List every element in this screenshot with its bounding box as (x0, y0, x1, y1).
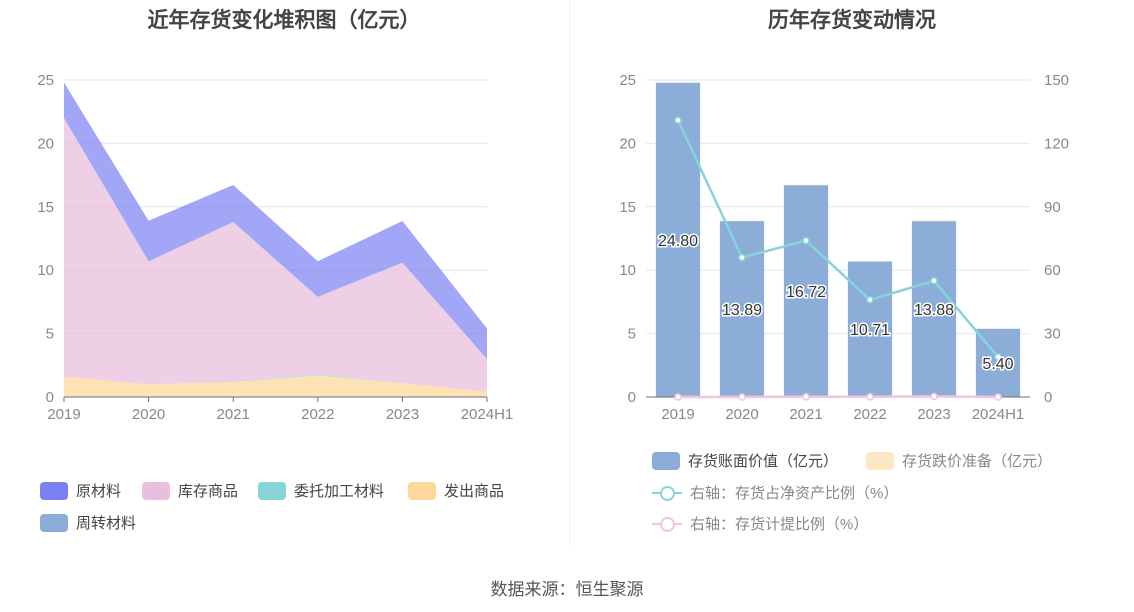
bar-value-label: 24.80 (658, 233, 698, 250)
y-tick-label: 10 (619, 262, 636, 279)
legend-swatch (866, 451, 894, 470)
legend-item[interactable]: 存货账面价值（亿元） (652, 450, 838, 471)
y-tick-label: 25 (619, 72, 636, 89)
line-point (866, 296, 874, 304)
bar-value-label: 13.88 (914, 302, 954, 319)
legend-item[interactable]: 存货跌价准备（亿元） (866, 450, 1052, 471)
y2-tick-label: 120 (1044, 135, 1069, 152)
x-tick-label: 2019 (47, 406, 80, 423)
legend-swatch (408, 481, 436, 500)
legend-label: 委托加工材料 (294, 483, 385, 500)
legend-line-icon (652, 484, 682, 502)
x-tick-label: 2024H1 (972, 406, 1025, 423)
bar-value-label: 5.40 (982, 356, 1013, 373)
line-point (802, 393, 810, 401)
legend-line-icon (652, 515, 682, 533)
x-tick-label: 2020 (725, 406, 758, 423)
legend-swatch (40, 513, 68, 532)
bar-provision (911, 220, 957, 222)
y-tick-label: 0 (46, 389, 54, 406)
x-tick-label: 2019 (661, 406, 694, 423)
legend-item[interactable]: 发出商品 (408, 480, 504, 501)
x-tick-label: 2020 (132, 406, 165, 423)
legend-swatch (40, 481, 68, 500)
line-point (674, 393, 682, 401)
y2-tick-label: 0 (1044, 389, 1052, 406)
line-point (930, 277, 938, 285)
legend-label: 右轴：存货占净资产比例（%） (690, 485, 899, 502)
legend-label: 存货账面价值（亿元） (688, 453, 839, 470)
line-point (738, 393, 746, 401)
legend-label: 发出商品 (444, 483, 505, 500)
bar-value-label: 13.89 (722, 302, 762, 319)
x-tick-label: 2024H1 (461, 406, 514, 423)
legend-label: 存货跌价准备（亿元） (902, 453, 1053, 470)
right-chart-title: 历年存货变动情况 (768, 9, 936, 32)
line-point (674, 116, 682, 124)
bar-book-value (783, 184, 829, 398)
legend-swatch (142, 481, 170, 500)
y2-tick-label: 90 (1044, 199, 1061, 216)
area-库存商品 (64, 118, 487, 392)
y-tick-label: 25 (37, 72, 54, 89)
legend-item[interactable]: 右轴：存货占净资产比例（%） (652, 482, 898, 503)
x-tick-label: 2023 (386, 406, 419, 423)
legend-item[interactable]: 原材料 (40, 480, 121, 501)
x-tick-label: 2022 (853, 406, 886, 423)
x-tick-label: 2022 (301, 406, 334, 423)
bar-book-value (911, 220, 957, 398)
data-source: 数据来源：恒生聚源 (490, 580, 644, 599)
line-series (678, 395, 999, 399)
legend-swatch (258, 481, 286, 500)
area-发出商品 (64, 375, 487, 397)
bar-book-value (719, 220, 765, 398)
legend-item[interactable]: 右轴：存货计提比例（%） (652, 513, 868, 534)
y-tick-label: 15 (37, 199, 54, 216)
left-chart-title: 近年存货变化堆积图（亿元） (147, 9, 421, 32)
x-tick-label: 2021 (217, 406, 250, 423)
divider (569, 0, 570, 545)
area-委托加工材料 (64, 374, 487, 392)
legend-item[interactable]: 委托加工材料 (258, 480, 384, 501)
legend-swatch (652, 451, 680, 470)
y-tick-label: 20 (619, 135, 636, 152)
legend-label: 库存商品 (178, 483, 239, 500)
bar-book-value (847, 260, 893, 398)
line-series (676, 119, 999, 358)
line-point (994, 393, 1002, 401)
y-tick-label: 20 (37, 135, 54, 152)
y-tick-label: 15 (619, 199, 636, 216)
legend-item[interactable]: 库存商品 (142, 480, 238, 501)
line-point (802, 236, 810, 245)
x-tick-label: 2023 (917, 406, 950, 423)
y-tick-label: 5 (628, 326, 636, 343)
y2-tick-label: 60 (1044, 262, 1061, 279)
line-point (930, 392, 938, 401)
legend-label: 原材料 (76, 483, 122, 500)
bar-value-label: 10.71 (850, 322, 890, 339)
bar-value-label: 16.72 (786, 284, 826, 301)
y-tick-label: 0 (628, 389, 636, 406)
line-point (866, 393, 874, 401)
y2-tick-label: 150 (1044, 72, 1069, 89)
legend-label: 右轴：存货计提比例（%） (690, 516, 869, 533)
line-point (738, 253, 746, 262)
y-tick-label: 5 (46, 326, 54, 343)
legend-item[interactable]: 周转材料 (40, 512, 136, 533)
x-tick-label: 2021 (789, 406, 822, 423)
y2-tick-label: 30 (1044, 326, 1061, 343)
y-tick-label: 10 (37, 262, 54, 279)
legend-label: 周转材料 (76, 515, 137, 532)
line-point (994, 353, 1002, 361)
